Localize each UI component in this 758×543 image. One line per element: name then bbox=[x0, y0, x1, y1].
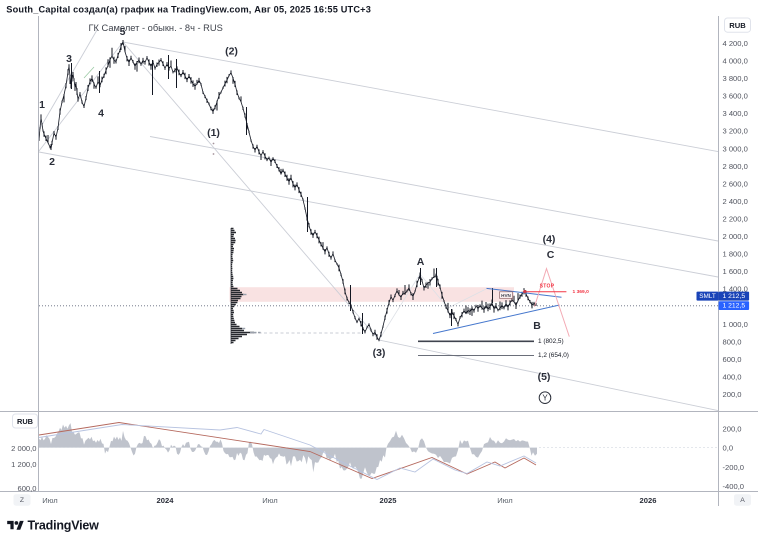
svg-text:1 400,0: 1 400,0 bbox=[723, 285, 748, 294]
svg-text:(2): (2) bbox=[225, 46, 238, 58]
svg-text:(1): (1) bbox=[207, 127, 220, 139]
svg-text:C: C bbox=[547, 249, 555, 261]
svg-text:3 400,0: 3 400,0 bbox=[723, 109, 748, 118]
svg-text:2 200,0: 2 200,0 bbox=[723, 215, 748, 224]
svg-text:400,0: 400,0 bbox=[723, 372, 742, 381]
svg-text:A: A bbox=[417, 256, 425, 268]
svg-text:200,0: 200,0 bbox=[723, 424, 742, 433]
svg-text:(4): (4) bbox=[543, 234, 556, 246]
svg-text:2 600,0: 2 600,0 bbox=[723, 179, 748, 188]
svg-text:3 600,0: 3 600,0 bbox=[723, 92, 748, 101]
svg-text:2 400,0: 2 400,0 bbox=[723, 197, 748, 206]
svg-text:-200,0: -200,0 bbox=[723, 463, 745, 472]
svg-text:1 212,5: 1 212,5 bbox=[722, 293, 745, 300]
svg-text:1 800,0: 1 800,0 bbox=[723, 250, 748, 259]
svg-text:4: 4 bbox=[98, 108, 104, 120]
svg-text:3 800,0: 3 800,0 bbox=[723, 74, 748, 83]
svg-text:1 212,5: 1 212,5 bbox=[722, 302, 745, 309]
svg-text:1 000,0: 1 000,0 bbox=[723, 320, 748, 329]
svg-text:A: A bbox=[740, 497, 745, 504]
svg-text:5: 5 bbox=[120, 26, 126, 38]
svg-text:3 000,0: 3 000,0 bbox=[723, 144, 748, 153]
svg-text:3 200,0: 3 200,0 bbox=[723, 127, 748, 136]
svg-text:RUB: RUB bbox=[17, 417, 33, 426]
svg-text:TradingView: TradingView bbox=[28, 518, 100, 532]
svg-text:1,2 (654,0): 1,2 (654,0) bbox=[538, 352, 569, 359]
svg-text:RUB: RUB bbox=[729, 21, 746, 30]
svg-text:STOP: STOP bbox=[540, 284, 555, 290]
svg-text:800,0: 800,0 bbox=[723, 337, 742, 346]
svg-text:1 200,0: 1 200,0 bbox=[11, 460, 36, 469]
svg-text:Y: Y bbox=[542, 394, 548, 403]
svg-text:600,0: 600,0 bbox=[17, 484, 36, 493]
svg-text:4 200,0: 4 200,0 bbox=[723, 39, 748, 48]
svg-text:1 (802,5): 1 (802,5) bbox=[538, 338, 564, 345]
svg-text:ГК Самолет - обыкн. - 8ч - RUS: ГК Самолет - обыкн. - 8ч - RUS bbox=[89, 23, 223, 33]
svg-text:1 600,0: 1 600,0 bbox=[723, 267, 748, 276]
svg-text:200,0: 200,0 bbox=[723, 390, 742, 399]
svg-text:-400,0: -400,0 bbox=[723, 482, 745, 491]
svg-text:2 800,0: 2 800,0 bbox=[723, 162, 748, 171]
svg-text:1: 1 bbox=[39, 99, 45, 111]
svg-text:Июл: Июл bbox=[497, 496, 512, 505]
svg-text:2: 2 bbox=[49, 156, 55, 168]
svg-text:Июл: Июл bbox=[262, 496, 277, 505]
svg-text:South_Capital создал(а) график: South_Capital создал(а) график на Tradin… bbox=[6, 4, 371, 14]
svg-text:(3): (3) bbox=[373, 347, 386, 359]
svg-text:2025: 2025 bbox=[380, 496, 398, 505]
svg-text:(5): (5) bbox=[538, 371, 551, 383]
svg-text:2026: 2026 bbox=[640, 496, 657, 505]
svg-text:600,0: 600,0 bbox=[723, 355, 742, 364]
svg-text:2 000,0: 2 000,0 bbox=[11, 444, 36, 453]
svg-text:B: B bbox=[533, 320, 541, 332]
svg-text:4 000,0: 4 000,0 bbox=[723, 57, 748, 66]
svg-text:Июл: Июл bbox=[42, 496, 57, 505]
svg-text:1 369,0: 1 369,0 bbox=[573, 289, 590, 295]
svg-text:3: 3 bbox=[66, 53, 72, 65]
svg-text:Z: Z bbox=[20, 497, 24, 504]
svg-text:SMLT: SMLT bbox=[699, 293, 716, 300]
svg-text:HVN: HVN bbox=[501, 293, 511, 298]
svg-text:2 000,0: 2 000,0 bbox=[723, 232, 748, 241]
svg-text:0,0: 0,0 bbox=[723, 444, 734, 453]
svg-text:2024: 2024 bbox=[157, 496, 175, 505]
